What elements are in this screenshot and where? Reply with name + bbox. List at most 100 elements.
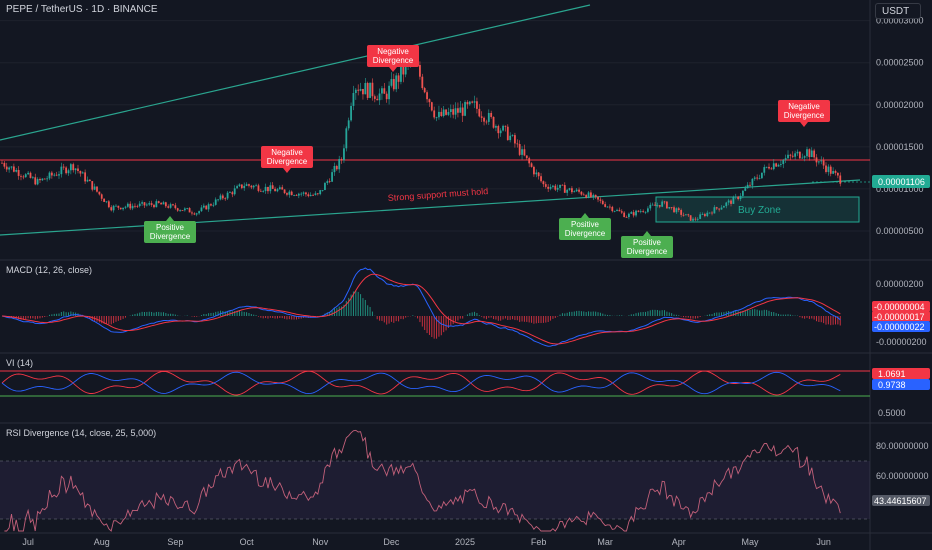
candle-body <box>530 163 533 167</box>
candle-body <box>160 202 163 205</box>
candle-body <box>782 159 785 165</box>
candle-body <box>684 214 687 216</box>
candle-body <box>511 135 514 136</box>
candle-body <box>105 201 108 203</box>
candle-body <box>457 108 459 113</box>
candle-body <box>321 190 324 191</box>
candle-body <box>556 187 559 190</box>
candle-body <box>730 200 732 204</box>
candle-body <box>376 98 379 101</box>
candle-body <box>41 178 44 181</box>
candle-body <box>563 185 566 193</box>
candle-body <box>179 210 181 212</box>
callout-text: Divergence <box>373 56 414 65</box>
candle-body <box>236 186 238 189</box>
callout-box <box>778 100 830 122</box>
candle-body <box>117 205 120 208</box>
candle-body <box>172 204 174 206</box>
candle-body <box>753 177 756 179</box>
candle-body <box>839 175 842 184</box>
candle-body <box>525 155 528 159</box>
candle-body <box>155 201 158 208</box>
candle-body <box>297 193 300 196</box>
candle-body <box>554 185 557 190</box>
macd-badge-0: -0.00000004 <box>874 302 925 312</box>
candle-body <box>395 75 398 90</box>
candle-body <box>126 203 129 207</box>
callout-text: Negative <box>377 47 409 56</box>
price-tick-label: 0.00002500 <box>876 58 924 68</box>
time-tick-label: Apr <box>672 537 686 547</box>
callout-pointer <box>643 231 651 236</box>
candle-body <box>22 176 25 178</box>
candle-body <box>326 181 329 183</box>
candle-body <box>345 128 348 149</box>
candle-body <box>639 211 642 212</box>
candle-body <box>302 192 305 194</box>
candle-body <box>319 190 322 195</box>
candle-body <box>820 160 823 162</box>
candle-body <box>98 191 101 195</box>
candle-body <box>495 125 497 128</box>
candle-body <box>248 184 250 186</box>
candle-body <box>12 166 15 172</box>
candle-body <box>623 212 626 218</box>
candle-body <box>625 217 628 218</box>
candle-body <box>381 88 383 94</box>
candle-body <box>210 204 212 206</box>
candle-body <box>670 207 673 208</box>
rsi-line <box>4 429 841 532</box>
candle-body <box>305 192 307 195</box>
candle-body <box>464 102 466 116</box>
candle-body <box>630 212 633 214</box>
candle-body <box>390 79 393 86</box>
upper-channel-line[interactable] <box>0 4 591 141</box>
currency-selector[interactable]: USDT <box>875 3 921 19</box>
candle-body <box>243 185 246 189</box>
candle-body <box>359 89 362 91</box>
macd-pane <box>1 267 841 347</box>
price-tick-label: 0.00002000 <box>876 100 924 110</box>
candle-body <box>174 205 177 209</box>
vi-badge-1: 0.9738 <box>878 380 906 390</box>
candle-body <box>274 188 276 192</box>
candle-body <box>473 101 476 103</box>
candle-body <box>779 164 782 165</box>
candle-body <box>502 125 504 131</box>
macd-badge-1: -0.00000017 <box>874 312 925 322</box>
candle-body <box>480 116 483 118</box>
candle-body <box>644 211 647 213</box>
candle-body <box>682 214 685 216</box>
candle-body <box>55 174 58 176</box>
candle-body <box>214 199 217 205</box>
candle-body <box>231 192 234 195</box>
candle-body <box>435 117 438 119</box>
candle-body <box>492 116 495 128</box>
lower-channel-line[interactable] <box>0 179 861 236</box>
candle-body <box>580 191 583 195</box>
candle-body <box>426 92 428 100</box>
candle-body <box>338 159 341 170</box>
candle-body <box>115 205 117 207</box>
macd-badge-2: -0.00000022 <box>874 322 925 332</box>
callout-pointer <box>800 122 808 127</box>
candle-body <box>290 191 293 196</box>
candle-body <box>293 195 295 196</box>
candle-body <box>832 171 835 174</box>
vi-label: VI (14) <box>6 358 33 368</box>
candle-body <box>383 88 386 94</box>
candle-body <box>791 155 794 157</box>
candle-body <box>552 185 554 187</box>
candle-body <box>183 208 186 211</box>
chart-title: PEPE / TetherUS · 1D · BINANCE <box>6 4 158 15</box>
callout-text: Divergence <box>784 111 825 120</box>
candle-body <box>620 211 623 213</box>
candle-body <box>271 185 274 189</box>
candle-body <box>656 205 659 206</box>
